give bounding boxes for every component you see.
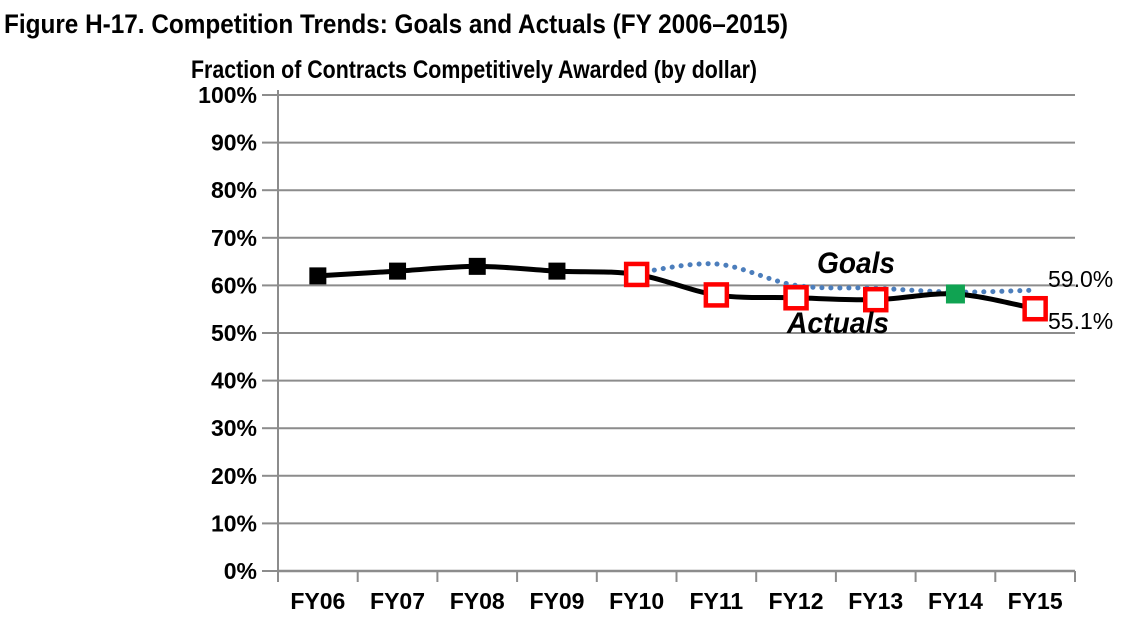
y-tick-label: 20%	[211, 463, 257, 489]
y-tick-label: 70%	[211, 225, 257, 251]
series-label-goals: Goals	[817, 247, 895, 280]
marker-fy12	[783, 285, 809, 311]
y-tick-label: 30%	[211, 415, 257, 441]
x-tick-label: FY15	[1008, 588, 1063, 614]
x-tick-label: FY13	[848, 588, 903, 614]
x-tick-label: FY07	[370, 588, 425, 614]
marker-fy13	[863, 286, 889, 313]
end-annotation-goals: 59.0%	[1048, 266, 1113, 292]
marker-fy10	[623, 261, 650, 288]
marker-fy11	[703, 282, 730, 308]
marker-fy06	[309, 267, 327, 285]
y-tick-label: 60%	[211, 272, 257, 298]
x-tick-label: FY09	[529, 588, 584, 614]
figure-title: Figure H-17. Competition Trends: Goals a…	[4, 9, 788, 39]
chart-plot-area: 0% 10% 20% 30% 40% 50% 60% 70% 80% 90% 100% FY06 FY0…	[198, 82, 1113, 614]
y-tick-label: 100%	[198, 82, 257, 108]
y-tick-label: 90%	[211, 130, 257, 156]
marker-fy09	[548, 262, 566, 280]
x-tick-label: FY10	[609, 588, 664, 614]
x-tick-label: FY14	[928, 588, 983, 614]
y-tick-label: 80%	[211, 177, 257, 203]
x-tick-label: FY12	[769, 588, 824, 614]
x-tick-label: FY08	[450, 588, 505, 614]
marker-fy08	[468, 257, 486, 275]
end-annotation-actuals: 55.1%	[1048, 308, 1113, 334]
x-tick-label: FY06	[290, 588, 345, 614]
marker-fy14	[945, 284, 965, 304]
y-tick-label: 50%	[211, 320, 257, 346]
y-tick-label: 40%	[211, 368, 257, 394]
y-tick-label: 0%	[224, 558, 257, 584]
series-label-actuals: Actuals	[786, 307, 889, 340]
marker-fy15	[1022, 295, 1048, 322]
chart-title: Fraction of Contracts Competitively Awar…	[191, 56, 757, 84]
x-tick-label: FY11	[689, 588, 743, 614]
y-tick-label: 10%	[211, 510, 257, 536]
series-line-actuals	[315, 263, 1038, 312]
marker-fy07	[389, 262, 407, 280]
